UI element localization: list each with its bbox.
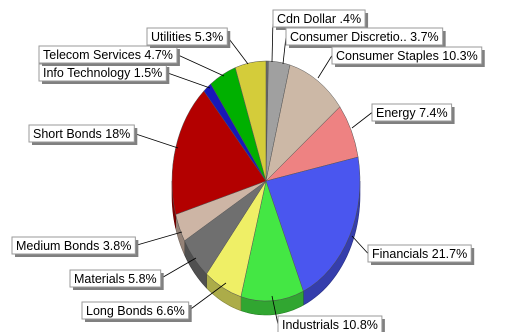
- slice-label-industrials: Industrials 10.8%: [282, 318, 378, 332]
- slice-consumer-staples: [265, 64, 341, 182]
- slice-label-consumer-staples: Consumer Staples 10.3%: [336, 49, 478, 63]
- label-box-long-bonds: [81, 301, 190, 320]
- leader-line-telecom-services: [176, 54, 225, 77]
- slice-label-financials: Financials 21.7%: [372, 247, 467, 261]
- label-box-materials: [69, 269, 162, 288]
- slice-industrials: [240, 180, 304, 302]
- slice-label-cdn-dollar: Cdn Dollar .4%: [277, 12, 361, 26]
- label-box-consumer-staples: [331, 46, 483, 65]
- leader-line-medium-bonds: [135, 231, 183, 246]
- leader-line-energy: [351, 112, 373, 129]
- label-box-cdn-dollar: [272, 9, 366, 28]
- label-box-industrials: [277, 315, 383, 332]
- slice-label-telecom-services: Telecom Services 4.7%: [43, 48, 173, 62]
- leader-line-short-bonds: [134, 133, 179, 149]
- slice-financials: [265, 156, 361, 292]
- label-box-utilities: [146, 27, 228, 46]
- label-box-short-bonds: [28, 124, 135, 143]
- label-box-consumer-discretionary: [285, 27, 444, 46]
- slice-label-energy: Energy 7.4%: [376, 106, 448, 120]
- slice-label-materials: Materials 5.8%: [74, 272, 157, 286]
- slice-label-info-technology: Info Technology 1.5%: [43, 66, 162, 80]
- leader-line-info-technology: [166, 72, 211, 89]
- slice-label-long-bonds: Long Bonds 6.6%: [86, 304, 185, 318]
- label-box-medium-bonds: [11, 236, 136, 255]
- slice-labels: Cdn Dollar .4% Consumer Discretio.. 3.7% C…: [11, 9, 485, 332]
- leader-line-materials: [160, 257, 197, 279]
- pie-top-layer: [171, 60, 361, 302]
- slice-utilities: [234, 60, 267, 182]
- slice-label-medium-bonds: Medium Bonds 3.8%: [16, 239, 131, 253]
- leader-line-utilities: [226, 36, 249, 65]
- label-box-energy: [371, 103, 453, 122]
- leader-line-financials: [351, 235, 369, 254]
- leader-line-consumer-staples: [317, 55, 333, 79]
- label-box-telecom-services: [38, 45, 178, 64]
- label-box-financials: [367, 244, 472, 263]
- slice-label-consumer-discretionary: Consumer Discretio.. 3.7%: [290, 30, 439, 44]
- leader-line-industrials: [271, 295, 279, 325]
- leader-line-long-bonds: [188, 282, 227, 311]
- slice-label-utilities: Utilities 5.3%: [151, 30, 223, 44]
- slice-label-short-bonds: Short Bonds 18%: [33, 127, 130, 141]
- leader-lines: [134, 18, 373, 325]
